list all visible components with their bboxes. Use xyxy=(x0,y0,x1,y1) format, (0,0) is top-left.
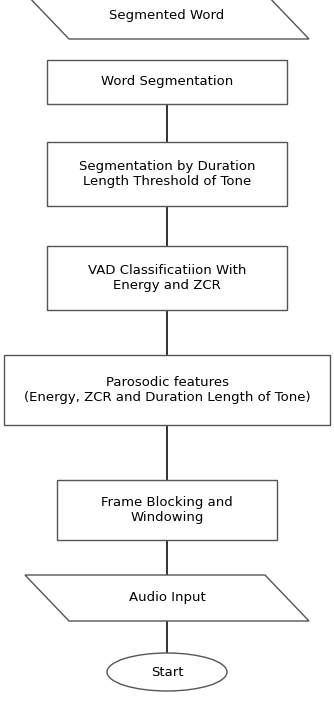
Bar xyxy=(47,246,287,310)
Polygon shape xyxy=(25,0,309,39)
Ellipse shape xyxy=(107,653,227,691)
Polygon shape xyxy=(25,575,309,621)
Bar xyxy=(4,355,330,425)
Text: Segmentation by Duration
Length Threshold of Tone: Segmentation by Duration Length Threshol… xyxy=(79,160,255,188)
Bar xyxy=(47,60,287,104)
Text: Segmented Word: Segmented Word xyxy=(109,9,225,23)
Text: VAD Classificatiion With
Energy and ZCR: VAD Classificatiion With Energy and ZCR xyxy=(88,264,246,292)
Text: Audio Input: Audio Input xyxy=(129,592,205,604)
Bar xyxy=(47,142,287,206)
Text: Frame Blocking and
Windowing: Frame Blocking and Windowing xyxy=(101,496,233,524)
Bar xyxy=(57,480,277,540)
Text: Parosodic features
(Energy, ZCR and Duration Length of Tone): Parosodic features (Energy, ZCR and Dura… xyxy=(24,376,310,404)
Text: Start: Start xyxy=(151,666,183,679)
Text: Word Segmentation: Word Segmentation xyxy=(101,75,233,88)
